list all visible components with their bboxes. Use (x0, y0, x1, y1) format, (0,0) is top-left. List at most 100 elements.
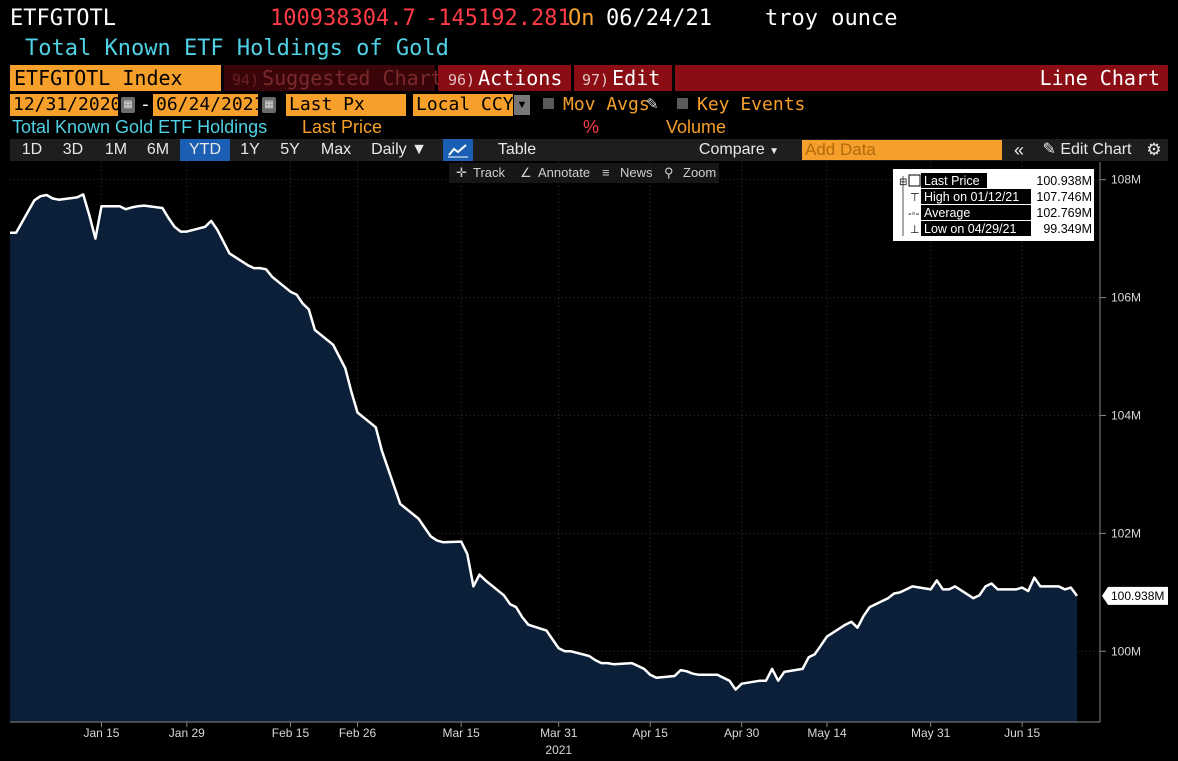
unit-label: troy ounce (765, 6, 898, 31)
last-value-flag: 100.938M (1102, 586, 1168, 605)
annotate-icon[interactable]: ∠ (520, 165, 532, 180)
avg-label-bg (921, 205, 1031, 220)
high-marker-icon: ⊤ (910, 192, 920, 204)
table-button[interactable]: Table (497, 141, 537, 158)
last-value-flag-text: 100.938M (1111, 589, 1164, 603)
caret-down-icon: ▼ (769, 146, 780, 157)
x-tick-label: Jun 15 (1004, 726, 1040, 740)
security-description: Total Known ETF Holdings of Gold (25, 36, 449, 61)
suggested-charts-button[interactable]: 94) Suggested Charts (224, 65, 455, 91)
range-1m-button[interactable]: 1M (104, 141, 128, 158)
field-selector[interactable]: Last Px (286, 94, 406, 116)
suggested-label: Suggested Charts (262, 66, 455, 90)
stat-low-value: 99.349M (1043, 222, 1092, 236)
x-tick-label: Mar 31 (540, 726, 578, 740)
suggested-number: 94) (232, 71, 260, 89)
quote-date: 06/24/21 (606, 6, 712, 31)
stat-last-value: 100.938M (1036, 174, 1092, 188)
chart-tools: ✛ Track ∠ Annotate ≡ News ⚲ Zoom (449, 163, 719, 183)
news-tool[interactable]: News (620, 165, 653, 180)
x-tick-label: Jan 29 (169, 726, 205, 740)
frequency-label: Daily (371, 141, 407, 158)
range-3d-button[interactable]: 3D (62, 141, 84, 158)
x-tick-label: Apr 30 (724, 726, 760, 740)
edit-number: 97) (582, 71, 610, 89)
average-marker-icon: -◦- (908, 208, 920, 220)
range-ytd-button[interactable]: YTD (180, 139, 230, 161)
range-6m-button[interactable]: 6M (146, 141, 170, 158)
last-price-label-bg (921, 173, 987, 188)
x-tick-label: Mar 15 (443, 726, 481, 740)
start-date-field[interactable]: 12/31/2020 (10, 94, 121, 116)
stat-high-label: High on 01/12/21 (924, 190, 1019, 204)
range-5y-button[interactable]: 5Y (280, 141, 300, 158)
news-icon[interactable]: ≡ (602, 165, 610, 180)
date-separator: - (140, 94, 151, 115)
y-tick-label: 100M (1111, 644, 1141, 658)
key-events-checkbox[interactable] (677, 98, 688, 109)
stat-high-value: 107.746M (1036, 190, 1092, 204)
chart-tools-bg (449, 163, 719, 183)
x-tick-label: May 31 (911, 726, 951, 740)
track-tool[interactable]: Track (473, 165, 506, 180)
low-marker-icon: ⊥ (910, 224, 920, 236)
pencil-icon[interactable]: ✎ (646, 96, 659, 113)
caret-down-icon: ▼ (411, 141, 427, 158)
net-change: -145192.281 (425, 6, 571, 31)
actions-menu-button[interactable]: 96)Actions ▼ (438, 65, 587, 91)
high-label-bg (921, 189, 1031, 204)
chart-type-label: Line Chart (675, 65, 1168, 91)
stat-last-label: Last Price (924, 174, 980, 188)
edit-chart-label: Edit Chart (1060, 141, 1132, 158)
gear-icon[interactable]: ⚙ (1146, 140, 1162, 159)
series-name-label: Total Known Gold ETF Holdings (12, 117, 268, 137)
calendar-icon[interactable]: ▦ (121, 97, 135, 113)
line-chart-icon[interactable] (443, 139, 473, 161)
actions-number: 96) (448, 71, 476, 89)
last-price-swatch (908, 174, 921, 187)
add-data-input[interactable]: Add Data (802, 140, 1002, 160)
calendar-icon[interactable]: ▦ (262, 97, 276, 113)
on-label: On (568, 6, 595, 31)
double-chevron-left-icon[interactable]: « (1013, 140, 1024, 160)
stats-legend: ⊟ Last Price 100.938M ⊤ High on 01/12/21… (893, 169, 1094, 241)
x-tick-label: Jan 15 (83, 726, 119, 740)
end-date-field[interactable]: 06/24/2021 (153, 94, 264, 116)
zoom-tool[interactable]: Zoom (683, 165, 716, 180)
actions-label: Actions (478, 66, 563, 90)
low-label-bg (921, 221, 1031, 236)
security-input[interactable]: ETFGTOTL Index (10, 65, 221, 91)
range-max-button[interactable]: Max (320, 141, 352, 158)
range-1d-button[interactable]: 1D (21, 141, 43, 158)
percent-label: % (583, 117, 600, 137)
x-tick-label: May 14 (807, 726, 847, 740)
chevron-down-icon[interactable]: ▼ (514, 95, 530, 115)
line-chart[interactable]: 100M 102M 104M 106M 108M Jan 15 Jan 29 Feb 15 F… (0, 162, 1178, 761)
range-1y-button[interactable]: 1Y (240, 141, 260, 158)
y-tick-label: 108M (1111, 173, 1141, 187)
annotate-tool[interactable]: Annotate (538, 165, 590, 180)
currency-selector[interactable]: Local CCY (413, 94, 514, 116)
x-tick-label: Feb 15 (272, 726, 310, 740)
collapse-icon[interactable]: ⊟ (899, 177, 907, 188)
edit-menu-button[interactable]: 97)Edit ▼ (574, 65, 685, 91)
stat-avg-label: Average (924, 206, 970, 220)
crosshair-icon[interactable]: ✛ (456, 165, 467, 180)
compare-button[interactable]: Compare ▼ (694, 139, 784, 161)
series-area (10, 194, 1077, 722)
volume-label: Volume (666, 117, 727, 137)
stat-avg-value: 102.769M (1036, 206, 1092, 220)
zoom-icon[interactable]: ⚲ (664, 165, 674, 180)
x-tick-label: Feb 26 (339, 726, 377, 740)
ticker-symbol: ETFGTOTL (10, 6, 116, 31)
edit-label: Edit (612, 66, 661, 90)
frequency-selector[interactable]: Daily ▼ (362, 139, 436, 161)
mov-avgs-checkbox[interactable] (543, 98, 554, 109)
stat-low-label: Low on 04/29/21 (924, 222, 1016, 236)
edit-chart-button[interactable]: ✎ Edit Chart (1036, 139, 1138, 161)
mov-avgs-label: Mov Avgs (563, 94, 650, 115)
last-price-label: Last Price (302, 117, 383, 137)
series-line (10, 193, 1079, 691)
key-events-label: Key Events (697, 94, 806, 115)
pencil-icon: ✎ (1042, 141, 1056, 158)
